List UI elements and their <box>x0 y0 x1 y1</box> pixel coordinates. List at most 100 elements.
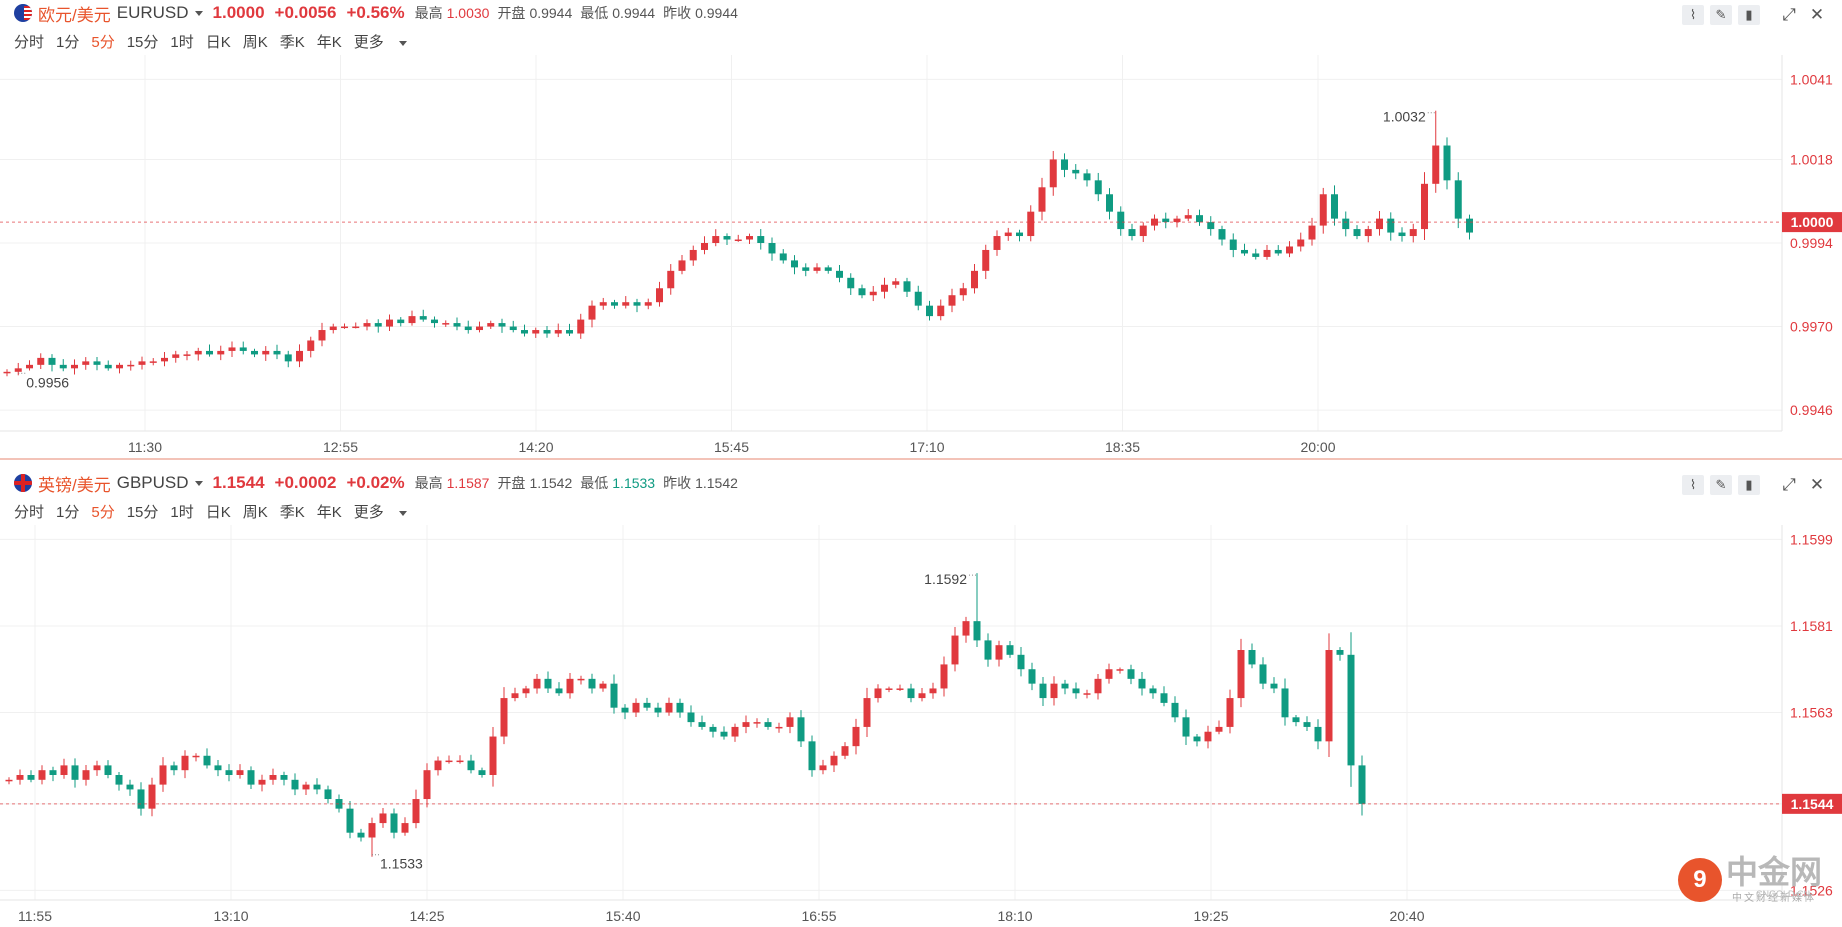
candle-body <box>863 698 871 727</box>
tab-period[interactable]: 季K <box>279 34 305 51</box>
candle-body <box>1325 650 1333 742</box>
tab-period[interactable]: 年K <box>316 504 342 521</box>
x-tick-label: 15:45 <box>714 439 749 455</box>
candle-body <box>431 319 438 324</box>
candle-body <box>313 784 321 790</box>
candle-body <box>262 350 270 355</box>
candle-body <box>687 712 695 723</box>
y-tick-label: 0.9970 <box>1790 319 1833 335</box>
candle-body <box>37 357 45 365</box>
tab-more[interactable]: 更多 <box>354 31 419 52</box>
candle-body <box>709 726 717 732</box>
pair-code-dropdown[interactable]: EURUSD <box>116 3 189 22</box>
tab-period[interactable]: 1分 <box>56 504 80 521</box>
candle-body <box>273 350 281 355</box>
candle-body <box>1028 669 1036 684</box>
candle-body <box>599 683 607 689</box>
tab-more[interactable]: 更多 <box>354 501 419 522</box>
line-tool-icon[interactable]: ⌇ <box>1682 475 1704 495</box>
candle-body <box>813 267 821 271</box>
candle-body <box>1376 218 1383 230</box>
candle-body <box>183 354 191 356</box>
tab-period[interactable]: 15分 <box>126 504 159 521</box>
candle-body <box>138 361 146 365</box>
candle-body <box>1398 232 1406 237</box>
tab-more-label: 更多 <box>353 34 384 51</box>
candle-body <box>1358 765 1366 804</box>
gbpusd-candle-chart[interactable]: 1.1599 1.1581 1.1563 1.1544 1.1526 11:55 13:10… <box>0 525 1842 927</box>
candle-body <box>1314 726 1322 742</box>
pen-tool-icon[interactable]: ✎ <box>1710 475 1732 495</box>
pen-tool-icon[interactable]: ✎ <box>1710 5 1732 25</box>
candle-tool-icon[interactable]: ▮ <box>1738 475 1760 495</box>
eurusd-header: 欧元/美元 EURUSD 1.0000 +0.0056 +0.56% 最高 1.… <box>14 2 746 25</box>
close-icon[interactable]: ✕ <box>1809 5 1825 24</box>
prev-close-label: 昨收 <box>663 475 692 491</box>
candle-body <box>346 808 354 833</box>
chevron-down-icon[interactable] <box>194 480 203 486</box>
candle-body <box>830 755 838 766</box>
y-tick-label: 1.1581 <box>1790 618 1833 634</box>
candle-body <box>1171 702 1179 718</box>
candle-body <box>995 645 1003 660</box>
tab-period[interactable]: 日K <box>205 34 231 51</box>
tab-period[interactable]: 1分 <box>56 34 80 51</box>
pair-code-dropdown[interactable]: GBPUSD <box>116 473 189 492</box>
candle-body <box>60 765 68 775</box>
candle-body <box>1105 669 1113 679</box>
candle-body <box>1196 215 1203 223</box>
candle-body <box>104 765 112 775</box>
candle-body <box>544 678 552 689</box>
candle-body <box>701 243 708 250</box>
expand-icon[interactable]: ⤢ <box>1782 5 1796 24</box>
candle-body <box>82 361 90 365</box>
candle-body <box>1004 232 1012 237</box>
candle-body <box>284 354 292 362</box>
high-value: 1.0030 <box>446 5 490 21</box>
candle-body <box>239 347 247 351</box>
chevron-down-icon[interactable] <box>194 10 203 16</box>
candle-body <box>907 688 915 699</box>
expand-icon[interactable]: ⤢ <box>1782 475 1796 494</box>
candle-tool-icon[interactable]: ▮ <box>1738 5 1760 25</box>
tab-period[interactable]: 1时 <box>170 504 194 521</box>
candle-body <box>1182 717 1190 737</box>
candle-body <box>1237 650 1245 699</box>
tab-period[interactable]: 周K <box>242 34 268 51</box>
candle-body <box>116 364 123 369</box>
tab-period[interactable]: 15分 <box>126 34 159 51</box>
candle-body <box>1281 688 1289 718</box>
pair-name: 英镑/美元 <box>38 475 111 495</box>
y-tick-label: 1.1563 <box>1790 705 1833 721</box>
candle-body <box>555 688 563 694</box>
candle-body <box>1128 229 1136 237</box>
candle-body <box>1347 654 1355 766</box>
tab-period[interactable]: 分时 <box>14 34 45 51</box>
tab-period[interactable]: 日K <box>205 504 231 521</box>
tab-period[interactable]: 分时 <box>14 504 45 521</box>
close-icon[interactable]: ✕ <box>1809 475 1825 494</box>
tab-period[interactable]: 周K <box>242 504 268 521</box>
candle-body <box>302 784 310 790</box>
low-value: 0.9944 <box>612 5 656 21</box>
tab-period[interactable]: 1时 <box>170 34 194 51</box>
candle-body <box>93 765 101 771</box>
candle-body <box>1215 726 1223 732</box>
candle-body <box>159 765 167 785</box>
candle-body <box>1364 229 1372 237</box>
candle-body <box>1331 194 1338 219</box>
candle-body <box>588 678 596 689</box>
tab-period[interactable]: 年K <box>316 34 342 51</box>
eurusd-candle-chart[interactable]: 1.0041 1.0018 0.9994 0.9970 0.9946 11:30 12:55… <box>0 55 1842 460</box>
open-value: 0.9944 <box>529 5 573 21</box>
candle-body <box>1061 683 1069 689</box>
candle-body <box>368 823 376 838</box>
candle-body <box>858 288 866 296</box>
candle-body <box>307 340 315 351</box>
open-value: 1.1542 <box>529 475 573 491</box>
line-tool-icon[interactable]: ⌇ <box>1682 5 1704 25</box>
candle-body <box>104 364 112 369</box>
tab-period[interactable]: 季K <box>279 504 305 521</box>
tab-period-active[interactable]: 5分 <box>91 34 115 51</box>
tab-period-active[interactable]: 5分 <box>91 504 115 521</box>
